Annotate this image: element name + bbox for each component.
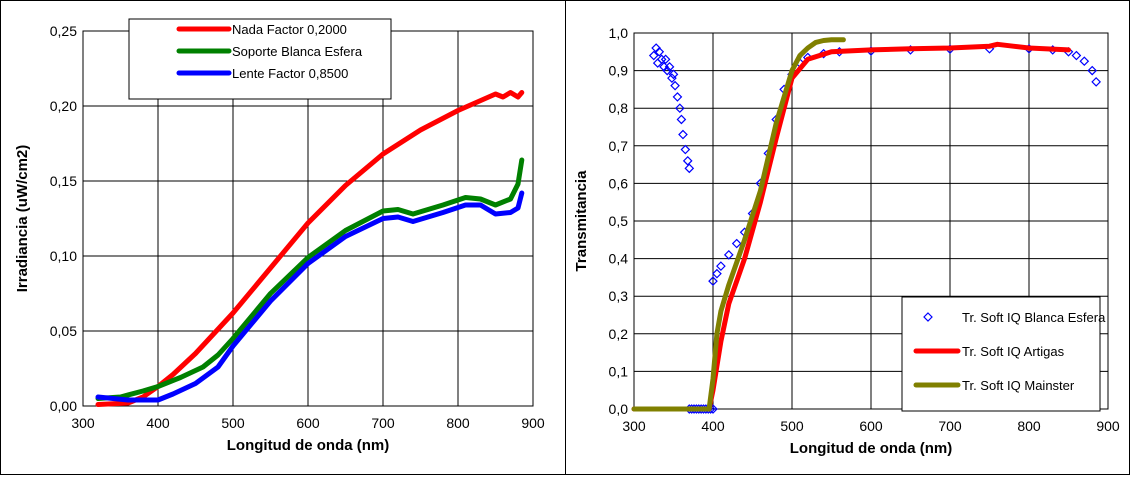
legend-label: Lente Factor 0,8500 [232, 66, 348, 81]
y-tick-label: 0,00 [50, 398, 77, 414]
data-point [662, 65, 673, 76]
x-tick-label: 800 [1017, 418, 1041, 434]
data-point [648, 50, 659, 61]
y-tick-label: 0,20 [50, 98, 77, 114]
data-point [670, 80, 680, 91]
x-tick-label: 500 [221, 415, 245, 431]
data-point [1071, 50, 1082, 61]
x-tick-label: 400 [701, 418, 725, 434]
x-tick-label: 600 [296, 415, 320, 431]
y-tick-label: 0,6 [609, 175, 629, 191]
legend-box [128, 18, 392, 100]
data-point [731, 238, 742, 249]
data-point [680, 144, 691, 155]
series-line-lente-factor-0-8500 [95, 190, 525, 403]
y-tick-label: 0,0 [609, 401, 629, 417]
y-axis-title: Transmitancia [573, 170, 590, 272]
y-tick-label: 0,05 [50, 323, 77, 339]
x-axis-title: Longitud de onda (nm) [227, 437, 389, 454]
series-line-tr-soft-iq-mainster [631, 37, 846, 412]
x-tick-label: 400 [146, 415, 170, 431]
data-point [664, 61, 675, 72]
legend-label: Soporte Blanca Esfera [232, 44, 363, 59]
legend-label: Tr. Soft IQ Artigas [962, 344, 1065, 359]
data-point [1087, 65, 1098, 76]
x-tick-label: 300 [622, 418, 646, 434]
data-point [708, 276, 718, 287]
y-tick-label: 0,10 [50, 248, 77, 264]
irradiance-chart: 300 400 500 600 700 800 900 0,00 0,05 0,10 0,15 0,2… [14, 18, 545, 454]
y-tick-label: 0,15 [50, 173, 77, 189]
legend-label: Nada Factor 0,2000 [232, 22, 347, 37]
x-tick-label: 500 [780, 418, 804, 434]
x-tick-label: 800 [446, 415, 470, 431]
data-point [684, 163, 695, 174]
data-point [682, 155, 693, 166]
series-line-tr-soft-iq-artigas [631, 41, 1071, 412]
data-point [674, 103, 685, 114]
y-tick-label: 0,2 [609, 326, 629, 342]
y-tick-label: 0,5 [609, 213, 629, 229]
legend-swatch-diamond [923, 312, 933, 322]
y-tick-label: 1,0 [609, 25, 629, 41]
transmittance-chart-panel: 300 400 500 600 700 800 900 0,0 0,1 0,2 0,3 0,4 0,5 0… [565, 0, 1130, 475]
y-tick-label: 0,4 [609, 251, 629, 267]
y-tick-label: 0,1 [609, 363, 629, 379]
y-tick-label: 0,9 [609, 63, 629, 79]
data-point [672, 92, 683, 102]
data-point [676, 114, 687, 125]
legend: Tr. Soft IQ Blanca Esfera Tr. Soft IQ Art… [901, 296, 1106, 412]
x-tick-label: 700 [938, 418, 962, 434]
x-tick-label: 300 [71, 415, 95, 431]
data-point [656, 54, 667, 65]
data-point [660, 54, 671, 65]
x-tick-label: 600 [859, 418, 883, 434]
data-point [1079, 56, 1090, 67]
legend-label: Tr. Soft IQ Blanca Esfera [962, 310, 1106, 325]
y-tick-label: 0,7 [609, 138, 629, 154]
data-point [723, 249, 734, 260]
data-point [654, 46, 665, 57]
transmittance-chart: 300 400 500 600 700 800 900 0,0 0,1 0,2 0,3 0,4 0,5 0… [573, 25, 1120, 457]
y-tick-label: 0,3 [609, 288, 629, 304]
x-axis-title: Longitud de onda (nm) [790, 440, 952, 457]
x-tick-label: 900 [1096, 418, 1120, 434]
data-point [716, 261, 726, 271]
legend-label: Tr. Soft IQ Mainster [962, 378, 1075, 393]
irradiance-chart-panel: 300 400 500 600 700 800 900 0,00 0,05 0,10 0,15 0,2… [0, 0, 566, 475]
y-axis-title: Irradiancia (uW/cm2) [14, 145, 31, 293]
series-line-soporte-blanca-esfera [95, 157, 525, 401]
y-tick-label: 0,25 [50, 23, 77, 39]
y-tick-label: 0,8 [609, 100, 629, 116]
data-point [1091, 77, 1101, 87]
x-tick-label: 700 [371, 415, 395, 431]
legend-box [901, 296, 1101, 412]
data-point [668, 69, 679, 80]
data-point [712, 268, 722, 279]
legend: Nada Factor 0,2000 Soporte Blanca Esfera L… [128, 18, 392, 100]
data-point [678, 129, 688, 140]
x-tick-label: 900 [521, 415, 545, 431]
